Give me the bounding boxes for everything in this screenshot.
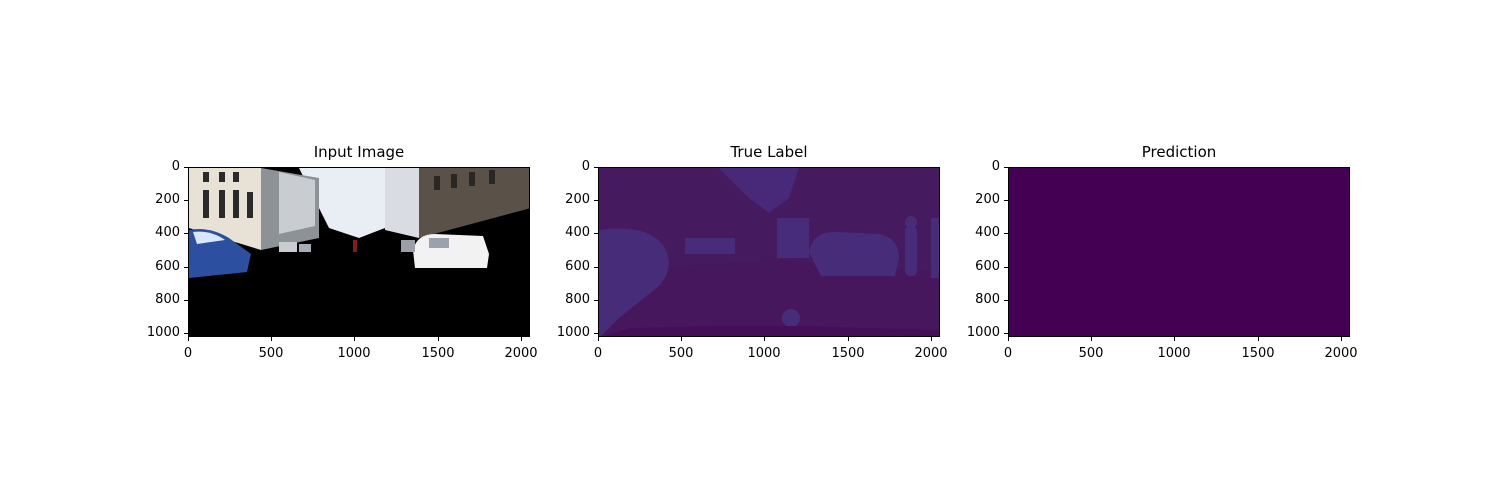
- panel-true-label: True Label 0 200 400 600 800 1000 0: [556, 143, 948, 361]
- panel-prediction: Prediction 0 200 400 600 800 1000 0 500 …: [966, 143, 1358, 361]
- prediction-mask: [1008, 167, 1350, 337]
- panel-title: Prediction: [1141, 143, 1217, 161]
- street-scene-image: [189, 168, 529, 336]
- panel-title: Input Image: [313, 143, 405, 161]
- segmentation-mask: [599, 168, 939, 336]
- panel-input-image: Input Image: [146, 143, 538, 361]
- true-label-mask: [598, 167, 940, 337]
- input-image: [188, 167, 530, 337]
- panel-title: True Label: [730, 143, 808, 161]
